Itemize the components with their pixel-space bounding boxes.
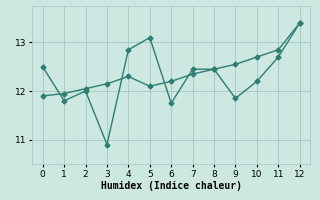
X-axis label: Humidex (Indice chaleur): Humidex (Indice chaleur) (101, 181, 242, 191)
